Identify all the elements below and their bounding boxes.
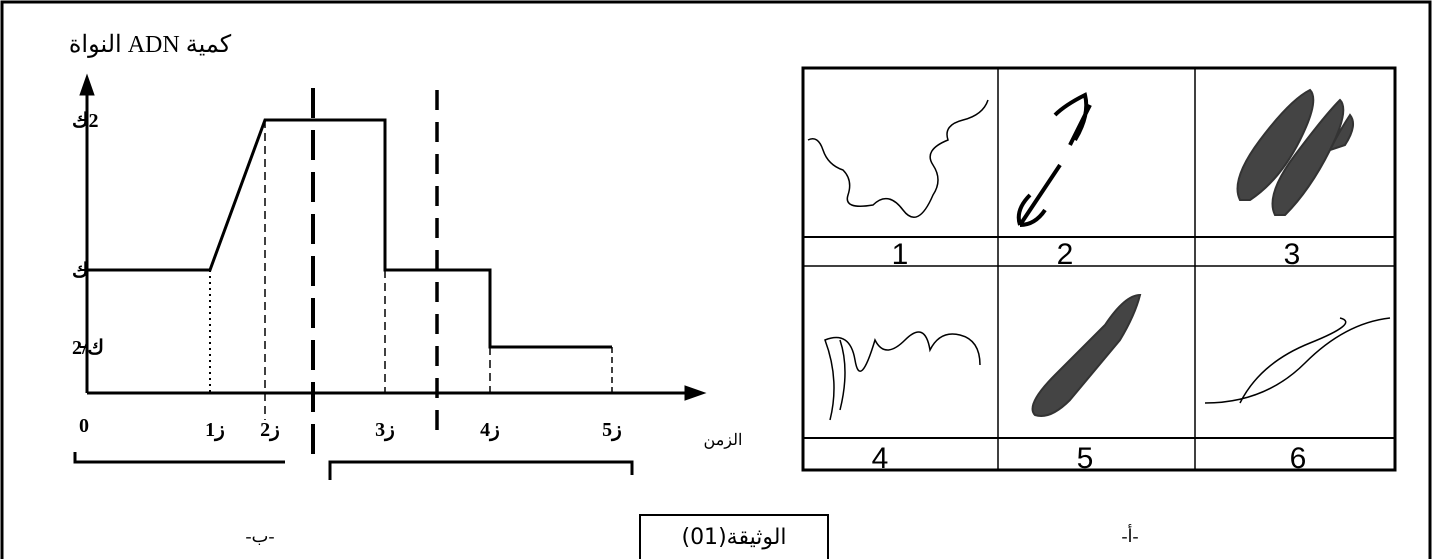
chromosome-5 xyxy=(1031,293,1142,417)
chromatin-4 xyxy=(824,331,981,421)
y-tick-label: ك xyxy=(72,260,88,282)
panel-label: -أ- xyxy=(1122,524,1139,546)
x-tick-label: ز1 xyxy=(205,419,225,442)
chromosome-2 xyxy=(1016,92,1092,227)
panel-label: -ب- xyxy=(246,526,275,546)
x-tick-label: ز4 xyxy=(480,419,500,442)
x-tick-label: 0 xyxy=(79,415,89,437)
bracket xyxy=(328,460,634,480)
chromatin-1 xyxy=(807,99,989,219)
image-label: 4 xyxy=(872,442,889,475)
chromatin-6 xyxy=(1204,317,1391,404)
y-tick-label: ك/2 xyxy=(72,337,104,359)
dna-curve xyxy=(87,118,612,349)
image-grid xyxy=(801,66,1397,472)
x-tick-label: ز2 xyxy=(260,419,280,442)
x-tick-label: ز5 xyxy=(602,419,622,442)
image-label: 2 xyxy=(1057,238,1074,271)
image-label: 3 xyxy=(1284,238,1301,271)
grid-border xyxy=(801,66,1397,472)
x-axis-title: الزمن xyxy=(704,432,743,449)
y-axis-title: كمية ADN النواة xyxy=(69,32,232,58)
image-label: 1 xyxy=(892,238,909,271)
image-label: 6 xyxy=(1290,442,1307,475)
dna-graph xyxy=(73,73,707,480)
chromosome-3 xyxy=(1236,88,1355,216)
caption-box xyxy=(639,514,829,559)
image-label: 5 xyxy=(1077,442,1094,475)
y-arrow xyxy=(79,73,95,96)
caption: الوثيقة(01) xyxy=(681,525,786,550)
bracket xyxy=(73,452,285,464)
x-arrow xyxy=(684,385,707,401)
y-tick-label: 2ك xyxy=(72,110,98,132)
x-tick-label: ز3 xyxy=(375,419,395,442)
